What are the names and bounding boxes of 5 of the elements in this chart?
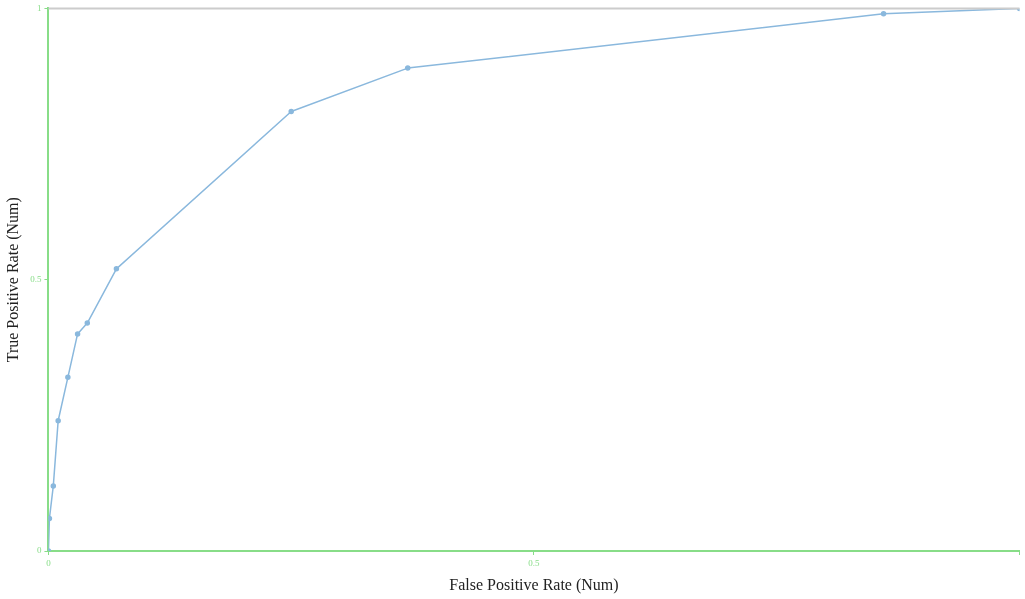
x-axis-title: False Positive Rate (Num)	[449, 575, 619, 594]
y-tick-label: 0	[36, 545, 42, 556]
y-tick-label: 0.5	[30, 274, 42, 285]
y-axis-title: True Positive Rate (Num)	[3, 197, 22, 363]
y-tick-label: 1	[36, 2, 42, 13]
